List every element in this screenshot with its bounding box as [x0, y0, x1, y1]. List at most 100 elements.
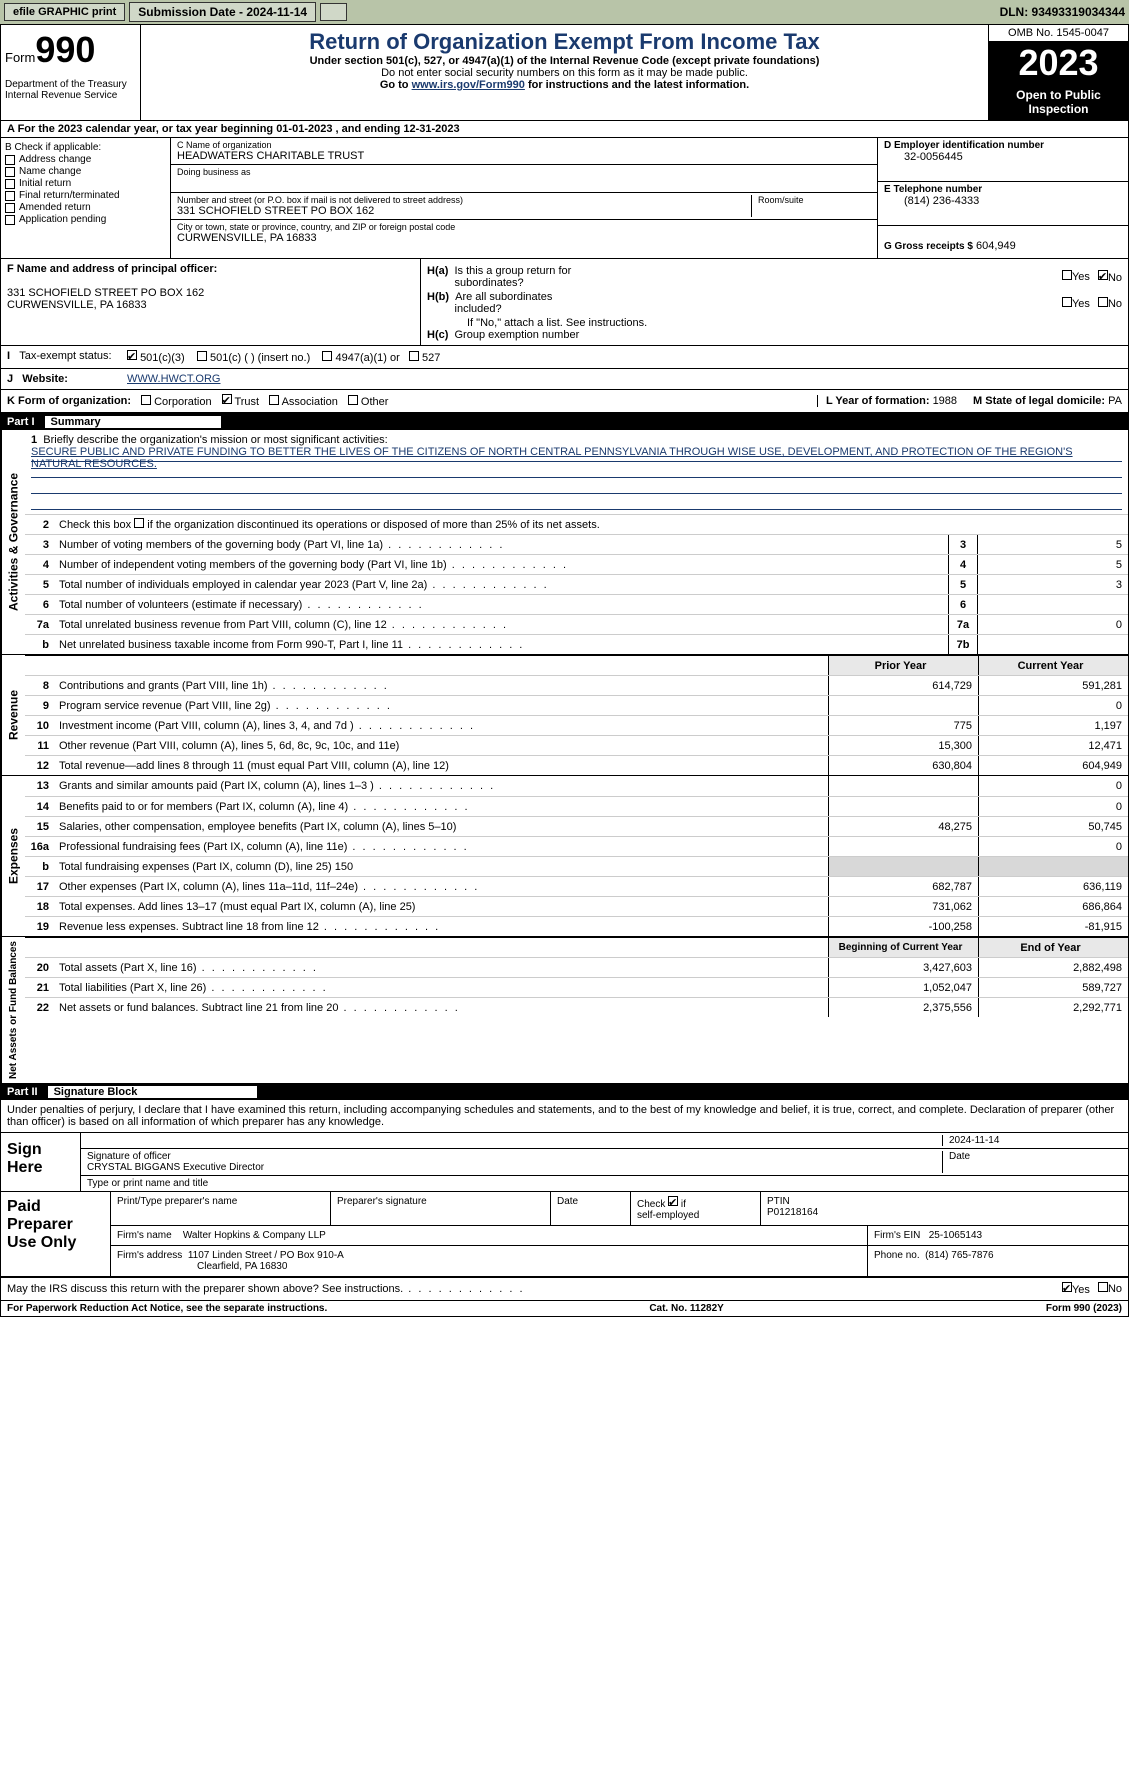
website-link[interactable]: WWW.HWCT.ORG: [127, 373, 220, 385]
line-16a-text: Professional fundraising fees (Part IX, …: [55, 839, 828, 855]
line-6-val: [978, 595, 1128, 614]
ein-value: 32-0056445: [884, 151, 1122, 163]
yes-label: Yes: [1072, 1284, 1090, 1296]
l-lbl: L Year of formation:: [826, 395, 930, 407]
firm-ein-val: 25-1065143: [929, 1230, 982, 1241]
check-4947[interactable]: [322, 351, 332, 361]
row-a: A For the 2023 calendar year, or tax yea…: [1, 121, 1128, 138]
type-name-lbl: Type or print name and title: [87, 1178, 1122, 1189]
line-15-curr: 50,745: [978, 817, 1128, 836]
dept-label: Department of the TreasuryInternal Reven…: [5, 79, 136, 101]
check-address[interactable]: [5, 155, 15, 165]
beg-hdr: Beginning of Current Year: [828, 938, 978, 957]
line-13-prior: [828, 776, 978, 796]
line-14-prior: [828, 797, 978, 816]
line-12-text: Total revenue—add lines 8 through 11 (mu…: [55, 758, 828, 774]
line-19-text: Revenue less expenses. Subtract line 18 …: [55, 919, 828, 935]
sig-declaration: Under penalties of perjury, I declare th…: [1, 1100, 1128, 1133]
k-o3: Association: [282, 396, 338, 408]
omb-number: OMB No. 1545-0047: [989, 25, 1128, 42]
c-name-lbl: C Name of organization: [177, 140, 871, 150]
check-501c3[interactable]: [127, 350, 137, 360]
section-governance: Activities & Governance 1 Briefly descri…: [1, 430, 1128, 655]
prior-hdr: Prior Year: [828, 656, 978, 675]
part-i-title: Summary: [45, 416, 221, 428]
check-final[interactable]: [5, 191, 15, 201]
check-amended[interactable]: [5, 203, 15, 213]
line-17-curr: 636,119: [978, 877, 1128, 896]
line-8-curr: 591,281: [978, 676, 1128, 695]
firm-city-val: Clearfield, PA 16830: [117, 1261, 287, 1272]
check-trust[interactable]: [222, 394, 232, 404]
check-527[interactable]: [409, 351, 419, 361]
check-corp[interactable]: [141, 395, 151, 405]
row-bcd: B Check if applicable: Address change Na…: [1, 138, 1128, 259]
line-7b-text: Net unrelated business taxable income fr…: [55, 637, 948, 653]
line-22-prior: 2,375,556: [828, 998, 978, 1017]
irs-link[interactable]: www.irs.gov/Form990: [412, 79, 525, 91]
yes-label: Yes: [1072, 298, 1090, 310]
line-18-prior: 731,062: [828, 897, 978, 916]
line-7b-val: [978, 635, 1128, 654]
col-f: F Name and address of principal officer:…: [1, 259, 421, 345]
part-i-header: Part I Summary: [1, 414, 1128, 430]
i-options: 501(c)(3) 501(c) ( ) (insert no.) 4947(a…: [121, 346, 1128, 368]
check-other[interactable]: [348, 395, 358, 405]
line-21-curr: 589,727: [978, 978, 1128, 997]
check-selfemployed[interactable]: [668, 1196, 678, 1206]
line-3-val: 5: [978, 535, 1128, 554]
ha-lbl: H(a) Is this a group return for subordin…: [427, 265, 571, 289]
line-9-text: Program service revenue (Part VIII, line…: [55, 698, 828, 714]
mission-blank: [31, 478, 1122, 494]
hb-note: If "No," attach a list. See instructions…: [427, 317, 1122, 329]
line-22-text: Net assets or fund balances. Subtract li…: [55, 1000, 828, 1016]
check-name[interactable]: [5, 167, 15, 177]
check-initial[interactable]: [5, 179, 15, 189]
header-left: Form990 Department of the TreasuryIntern…: [1, 25, 141, 120]
line-7a-val: 0: [978, 615, 1128, 634]
discuss-text: May the IRS discuss this return with the…: [7, 1283, 525, 1295]
b-item: Name change: [19, 166, 81, 177]
gross-lbl: G Gross receipts $: [884, 241, 973, 252]
check-assoc[interactable]: [269, 395, 279, 405]
line-16b-text: Total fundraising expenses (Part IX, col…: [55, 859, 828, 875]
line-5-val: 3: [978, 575, 1128, 594]
hb-yes[interactable]: [1062, 297, 1072, 307]
blank-button[interactable]: [320, 3, 347, 21]
l-val: 1988: [933, 395, 957, 407]
mission-blank: [31, 462, 1122, 478]
b-item: Initial return: [19, 178, 71, 189]
line-7a-text: Total unrelated business revenue from Pa…: [55, 617, 948, 633]
discuss-no[interactable]: [1098, 1282, 1108, 1292]
line-21-prior: 1,052,047: [828, 978, 978, 997]
check-501c[interactable]: [197, 351, 207, 361]
submission-date-button[interactable]: Submission Date - 2024-11-14: [129, 2, 316, 22]
gov-label: Activities & Governance: [1, 430, 25, 654]
line-20-text: Total assets (Part X, line 16): [55, 960, 828, 976]
check-pending[interactable]: [5, 215, 15, 225]
b-item: Amended return: [19, 202, 91, 213]
line-11-curr: 12,471: [978, 736, 1128, 755]
form-note: Do not enter social security numbers on …: [145, 67, 984, 79]
efile-print-button[interactable]: efile GRAPHIC print: [4, 3, 125, 21]
line-14-curr: 0: [978, 797, 1128, 816]
line-17-prior: 682,787: [828, 877, 978, 896]
check-discontinued[interactable]: [134, 518, 144, 528]
exp-lines: 13Grants and similar amounts paid (Part …: [25, 776, 1128, 936]
b-item: Final return/terminated: [19, 190, 120, 201]
form-subtitle: Under section 501(c), 527, or 4947(a)(1)…: [145, 55, 984, 67]
line-5-text: Total number of individuals employed in …: [55, 577, 948, 593]
ha-no[interactable]: [1098, 270, 1108, 280]
form-number: Form990: [5, 29, 136, 71]
discuss-yes[interactable]: [1062, 1282, 1072, 1292]
line-19-curr: -81,915: [978, 917, 1128, 936]
sign-here-label: Sign Here: [1, 1133, 81, 1191]
net-lines: Beginning of Current YearEnd of Year 20T…: [25, 937, 1128, 1083]
hb-no[interactable]: [1098, 297, 1108, 307]
open-inspection: Open to Public Inspection: [989, 84, 1128, 120]
ha-yes[interactable]: [1062, 270, 1072, 280]
dba-lbl: Doing business as: [177, 167, 871, 177]
line-16a-prior: [828, 837, 978, 856]
part-i-num: Part I: [7, 416, 35, 428]
i-lbl: Tax-exempt status:: [19, 350, 111, 362]
